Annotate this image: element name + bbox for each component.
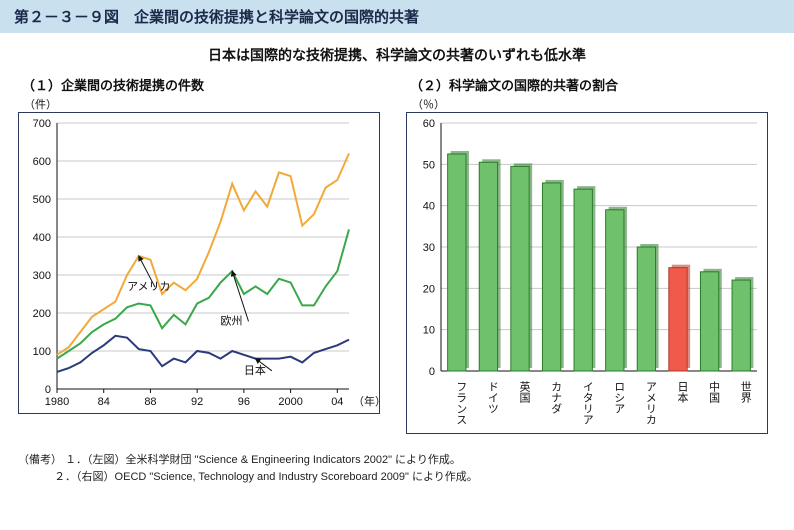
svg-text:1980: 1980	[45, 396, 69, 408]
svg-text:300: 300	[33, 270, 51, 282]
svg-text:92: 92	[191, 396, 203, 408]
svg-text:100: 100	[33, 346, 51, 358]
panels: （１）企業間の技術提携の件数 （件） 010020030040050060070…	[0, 71, 794, 442]
svg-text:30: 30	[423, 242, 435, 254]
notes-line2: ２．（右図）OECD "Science, Technology and Indu…	[54, 471, 478, 483]
figure-subtitle: 日本は国際的な技術提携、科学論文の共著のいずれも低水準	[0, 45, 794, 65]
svg-text:（年）: （年）	[353, 394, 379, 408]
svg-text:英国: 英国	[518, 380, 531, 404]
svg-text:40: 40	[423, 201, 435, 213]
svg-text:0: 0	[429, 366, 435, 378]
panel-left-title: （１）企業間の技術提携の件数	[22, 75, 388, 94]
figure-title: 第２－３－９図 企業間の技術提携と科学論文の国際的共著	[14, 9, 419, 26]
panel-right-unit: （％）	[412, 96, 776, 112]
svg-text:60: 60	[423, 118, 435, 130]
svg-text:アメリカ: アメリカ	[127, 280, 170, 293]
bar-chart-svg: 0 10 20 30 40 50 60 フランス ドイツ 英国 カナダ イタリア ロシア アメリカ 日本中国…	[407, 113, 767, 433]
panel-right-title: （２）科学論文の国際的共著の割合	[410, 75, 776, 94]
panel-left-unit: （件）	[24, 96, 388, 112]
line-chart: 0 100 200 300 400 500 600 700 1980 84 88 92 96 2000 04…	[18, 112, 380, 414]
svg-text:日本: 日本	[676, 381, 689, 404]
svg-text:500: 500	[33, 194, 51, 206]
svg-text:04: 04	[331, 396, 343, 408]
svg-text:20: 20	[423, 283, 435, 295]
svg-text:ロシア: ロシア	[613, 381, 625, 414]
svg-text:ドイツ: ドイツ	[486, 381, 498, 414]
notes-label: （備考）	[18, 454, 62, 466]
svg-text:アメリカ: アメリカ	[644, 381, 656, 425]
svg-text:10: 10	[423, 325, 435, 337]
svg-text:200: 200	[33, 308, 51, 320]
svg-text:イタリア: イタリア	[581, 381, 593, 425]
footnotes: （備考） １．（左図）全米科学財団 "Science & Engineering…	[18, 452, 776, 485]
line-chart-svg: 0 100 200 300 400 500 600 700 1980 84 88 92 96 2000 04…	[19, 113, 379, 413]
svg-text:世界: 世界	[739, 381, 752, 404]
svg-text:2000: 2000	[278, 396, 302, 408]
notes-line1: １．（左図）全米科学財団 "Science & Engineering Indi…	[65, 454, 461, 466]
svg-text:700: 700	[33, 118, 51, 130]
panel-right: （２）科学論文の国際的共著の割合 （％） 0 10 20 30 40 50 60 フランス ドイ…	[406, 71, 776, 434]
svg-text:400: 400	[33, 232, 51, 244]
svg-text:50: 50	[423, 159, 435, 171]
panel-left: （１）企業間の技術提携の件数 （件） 0 100 200 300 400 500 600 70…	[18, 71, 388, 434]
bar-chart: 0 10 20 30 40 50 60 フランス ドイツ 英国 カナダ イタリア ロシア アメリカ 日本中国…	[406, 112, 768, 434]
svg-text:カナダ: カナダ	[550, 381, 563, 414]
svg-text:欧州: 欧州	[221, 314, 243, 327]
svg-text:600: 600	[33, 156, 51, 168]
svg-text:88: 88	[144, 396, 156, 408]
svg-text:日本: 日本	[244, 363, 266, 377]
svg-text:84: 84	[98, 396, 110, 408]
svg-text:フランス: フランス	[455, 381, 467, 425]
svg-text:中国: 中国	[708, 381, 721, 404]
svg-text:96: 96	[238, 396, 250, 408]
svg-text:0: 0	[45, 384, 51, 396]
figure-header: 第２－３－９図 企業間の技術提携と科学論文の国際的共著	[0, 0, 794, 33]
